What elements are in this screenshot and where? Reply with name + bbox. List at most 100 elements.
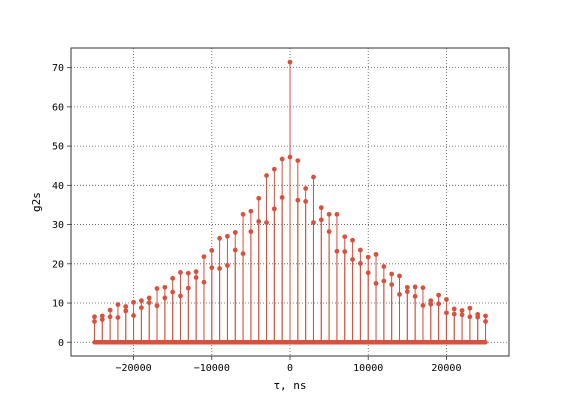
y-tick-label: 70 [52,63,64,74]
stem-marker [420,302,426,308]
stem-marker [162,295,168,301]
stem-marker [154,286,160,291]
stem-marker [201,254,207,260]
stem-marker [365,254,371,260]
stem-marker [264,220,269,225]
x-tick-label: −10000 [194,363,230,374]
stem-marker [350,237,355,243]
stem-marker [170,275,176,281]
stem-marker [436,292,442,298]
stem-marker [311,220,316,225]
stem-marker [444,310,449,316]
y-tick-label: 50 [52,142,64,153]
stem-marker [232,247,238,253]
y-tick-label: 30 [52,220,64,231]
stem-marker [326,211,332,217]
stem-series [92,59,488,343]
y-axis-label: g2s [30,192,43,212]
stem-marker [389,271,395,277]
stem-marker [225,262,230,268]
x-tick-label: 0 [287,363,293,374]
stem-marker [389,282,395,287]
stem-marker [342,234,348,240]
stem-marker [209,265,215,271]
stem-marker [217,266,223,271]
stem-marker [146,295,152,301]
stem-marker [201,279,207,285]
stem-marker [373,251,379,257]
stem-marker [350,257,355,262]
stem-marker [209,248,215,253]
y-tick-label: 60 [52,102,64,113]
y-tick-label: 10 [52,299,64,310]
stem-marker [115,315,121,320]
stem-marker [451,311,457,317]
stem-marker [115,302,121,308]
stem-marker [178,270,183,275]
stem-marker [123,308,129,314]
y-tick-label: 0 [58,338,64,349]
stem-marker [240,251,246,256]
stem-marker [404,284,410,290]
stem-marker [303,199,309,204]
stem-marker [357,247,363,253]
stem-marker [381,278,387,284]
stem-marker [279,156,285,162]
stem-marker [240,211,246,217]
stem-marker [99,313,105,319]
stem-marker [178,293,183,299]
x-tick-label: 10000 [353,363,383,374]
y-tick-label: 20 [52,259,64,270]
stem-marker [131,299,136,305]
x-axis-ticks: −20000 −10000 0 10000 20000 [116,356,461,374]
stem-marker [123,304,129,309]
stem-marker [459,308,465,313]
stem-marker [217,235,223,241]
y-axis-ticks: 0 10 20 30 40 50 60 70 [52,63,71,349]
stem-marker [138,305,144,311]
stem-marker [444,297,449,302]
stem-marker [303,186,309,191]
stem-marker [107,314,113,320]
stem-marker [436,301,442,307]
stem-marker [459,312,465,318]
stem-marker [483,313,488,319]
stem-marker [225,233,230,239]
stem-marker [279,195,285,200]
stem-marker [467,305,473,311]
stem-marker [318,205,324,211]
stem-marker [271,206,277,212]
stem-marker [170,289,176,295]
stem-marker [185,285,191,291]
stem-marker [193,269,199,275]
stem-marker [428,298,434,304]
stem-marker [99,317,105,322]
stem-marker [326,229,332,235]
stem-marker [295,197,301,203]
stem-marker [365,270,371,276]
stem-marker [397,273,402,279]
stem-marker [248,208,254,214]
stem-marker [295,158,301,164]
stem-marker [318,217,324,223]
stem-marker [193,275,199,280]
stem-marker [92,314,97,320]
stem-marker [107,307,113,313]
stem-marker [185,270,191,276]
stem-marker [92,319,97,324]
stem-marker [146,300,152,306]
stem-marker [451,306,457,312]
stem-marker [256,219,262,224]
stem-marker [311,174,316,180]
stem-marker [342,249,348,255]
stem-marker [428,301,434,307]
stem-marker [373,281,379,286]
stem-marker [131,313,136,318]
stem-marker [334,211,340,217]
stem-marker [467,314,473,320]
y-tick-label: 40 [52,181,64,192]
stem-marker [412,284,418,290]
stem-marker [248,229,254,235]
stem-marker [256,195,262,201]
